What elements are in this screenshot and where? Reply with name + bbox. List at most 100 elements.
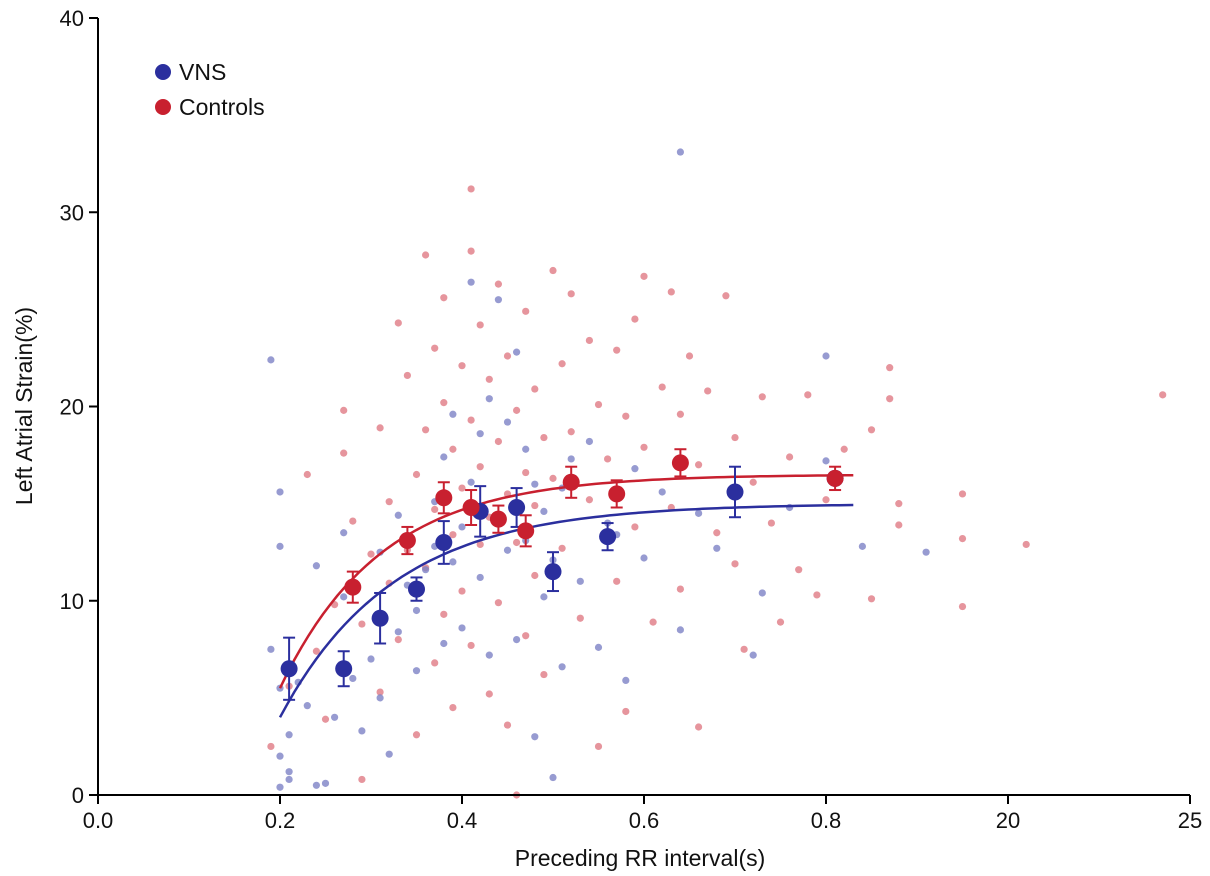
controls-point-29	[440, 399, 448, 407]
controls-point-10	[358, 775, 366, 784]
scatter-layer	[267, 148, 1167, 799]
controls-point-90	[685, 352, 694, 360]
vns-point-54	[540, 593, 548, 601]
vns-point-14	[321, 779, 330, 787]
controls-point-62	[540, 433, 548, 442]
x-axis-title: Preceding RR interval(s)	[515, 845, 766, 871]
x-tick-label-1: 0.2	[265, 808, 296, 833]
controls-point-75	[604, 455, 612, 463]
controls-mean-1	[398, 525, 416, 556]
controls-mean-marker-9	[826, 469, 844, 487]
controls-mean-marker-2	[435, 489, 453, 507]
controls-point-43	[476, 540, 484, 549]
controls-point-81	[631, 523, 639, 531]
controls-point-16	[394, 319, 402, 327]
controls-point-13	[376, 688, 384, 696]
controls-point-65	[549, 474, 557, 482]
controls-mean-5	[517, 514, 535, 548]
controls-point-79	[622, 412, 630, 420]
controls-point-32	[449, 531, 457, 539]
controls-point-37	[467, 185, 475, 193]
controls-point-99	[749, 478, 757, 486]
vns-point-9	[285, 775, 293, 784]
vns-point-50	[522, 445, 530, 453]
vns-point-32	[440, 639, 448, 648]
controls-point-110	[867, 595, 876, 603]
x-tick-label-6: 25	[1178, 808, 1202, 833]
y-tick-label-4: 40	[60, 6, 84, 31]
vns-point-11	[303, 702, 311, 710]
vns-point-40	[476, 573, 484, 582]
x-tick-label-2: 0.4	[447, 808, 478, 833]
vns-point-79	[858, 542, 867, 550]
vns-point-59	[558, 663, 566, 671]
controls-point-36	[458, 587, 466, 595]
vns-point-68	[640, 554, 648, 562]
controls-point-25	[431, 344, 439, 352]
vns-mean-9	[726, 465, 744, 519]
vns-point-28	[412, 667, 421, 675]
controls-point-52	[503, 721, 512, 729]
controls-point-103	[786, 453, 794, 461]
vns-point-15	[331, 713, 339, 721]
controls-point-94	[713, 529, 721, 537]
controls-point-107	[822, 496, 830, 504]
vns-point-29	[422, 566, 430, 574]
vns-mean-0	[280, 636, 298, 701]
controls-point-78	[622, 707, 630, 716]
controls-point-3	[312, 647, 320, 655]
controls-point-4	[321, 715, 330, 723]
controls-mean-marker-5	[517, 522, 535, 540]
controls-point-6	[340, 406, 348, 414]
legend-marker-vns	[155, 64, 171, 80]
controls-point-112	[886, 395, 894, 403]
vns-point-12	[312, 562, 320, 570]
legend: VNS Controls	[155, 59, 265, 120]
controls-point-50	[503, 352, 512, 360]
vns-mean-marker-7	[544, 563, 562, 581]
vns-point-60	[567, 455, 575, 463]
controls-point-49	[494, 599, 502, 607]
controls-point-41	[476, 321, 484, 329]
vns-point-38	[467, 278, 475, 286]
controls-point-2	[303, 470, 311, 479]
controls-mean-marker-3	[462, 499, 480, 517]
vns-mean-marker-0	[280, 660, 298, 678]
vns-point-7	[285, 768, 293, 776]
controls-point-31	[449, 445, 457, 453]
vns-mean-6	[508, 487, 526, 528]
controls-point-95	[722, 292, 730, 300]
controls-point-21	[412, 731, 421, 739]
vns-mean-marker-1	[335, 660, 353, 678]
vns-point-61	[576, 577, 584, 585]
y-tick-label-2: 20	[60, 395, 84, 420]
vns-point-5	[285, 731, 293, 739]
controls-point-48	[494, 437, 502, 446]
vns-point-25	[394, 511, 402, 519]
controls-point-111	[886, 364, 894, 372]
controls-point-26	[431, 505, 439, 514]
vns-point-80	[922, 548, 930, 556]
controls-point-35	[458, 484, 466, 492]
vns-point-20	[367, 655, 375, 663]
controls-point-20	[412, 470, 421, 479]
legend-marker-controls	[155, 99, 171, 115]
vns-point-18	[349, 674, 357, 683]
controls-point-12	[376, 424, 384, 432]
vns-point-35	[449, 410, 457, 418]
controls-point-68	[567, 290, 575, 298]
vns-point-34	[449, 558, 457, 566]
controls-point-71	[585, 336, 594, 345]
controls-point-18	[403, 371, 411, 380]
vns-mean-7	[544, 551, 562, 593]
controls-point-14	[385, 498, 393, 506]
vns-point-52	[531, 733, 539, 741]
controls-point-33	[449, 703, 457, 712]
vns-point-8	[276, 783, 284, 791]
vns-point-43	[485, 395, 493, 403]
x-tick-label-4: 0.8	[811, 808, 842, 833]
vns-point-6	[276, 752, 284, 760]
controls-point-58	[522, 632, 530, 640]
y-tick-label-0: 0	[72, 783, 84, 808]
controls-point-69	[567, 428, 575, 436]
